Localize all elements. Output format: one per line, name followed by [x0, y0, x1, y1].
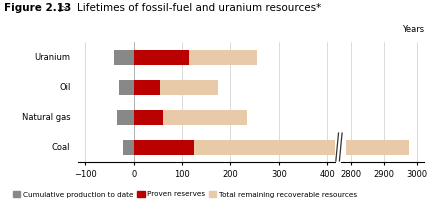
Bar	[346, 140, 409, 154]
Bar	[119, 79, 134, 95]
Bar	[160, 79, 219, 95]
Bar	[123, 140, 134, 154]
Text: Figure 2.13: Figure 2.13	[4, 3, 72, 13]
Bar	[117, 110, 134, 124]
Bar	[134, 140, 194, 154]
Bar	[134, 79, 160, 95]
Text: ▷   Lifetimes of fossil-fuel and uranium resources*: ▷ Lifetimes of fossil-fuel and uranium r…	[56, 3, 321, 13]
Bar	[194, 140, 334, 154]
Bar	[163, 110, 248, 124]
Text: Years: Years	[401, 25, 424, 34]
Bar	[134, 110, 163, 124]
Bar	[190, 49, 257, 64]
Legend: Cumulative production to date, Proven reserves, Total remaining recoverable reso: Cumulative production to date, Proven re…	[10, 188, 359, 200]
Bar	[114, 49, 134, 64]
Bar	[134, 49, 190, 64]
